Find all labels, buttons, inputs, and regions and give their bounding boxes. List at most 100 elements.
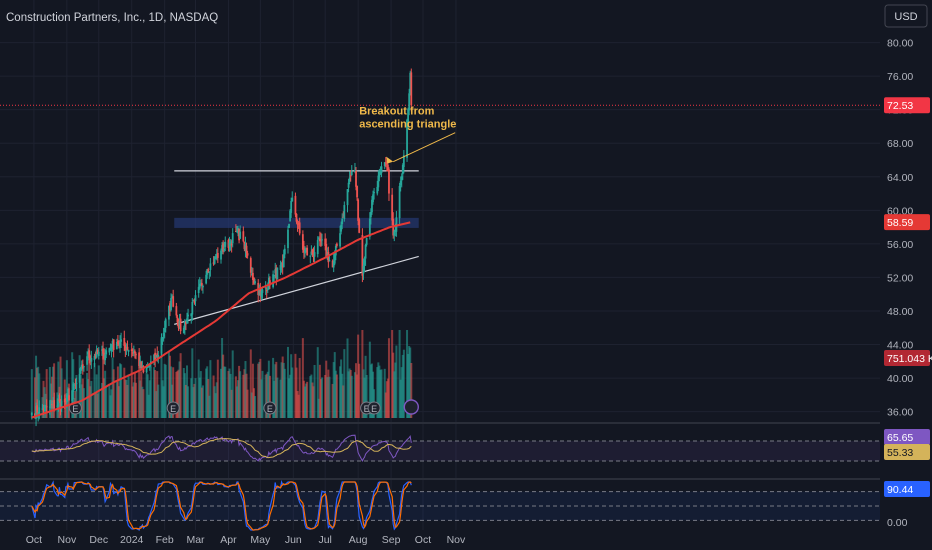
volume-bar: [30, 369, 33, 418]
volume-bar: [331, 383, 334, 418]
volume-bar: [286, 346, 289, 418]
currency-button[interactable]: USD: [884, 4, 928, 28]
candle-body: [283, 248, 286, 255]
annotation-text: ascending triangle: [359, 119, 456, 131]
volume-bar: [185, 365, 188, 418]
rsi-pane[interactable]: [0, 434, 880, 463]
volume-bar: [52, 366, 55, 418]
rsi-ma-value-label-bg: [884, 444, 930, 460]
candle-body: [349, 175, 352, 177]
candle-body: [90, 357, 93, 362]
candle-body: [156, 353, 159, 357]
volume-bar: [176, 370, 179, 418]
volume-bar: [281, 356, 284, 418]
time-axis[interactable]: Oct Nov Dec 2024 Feb Mar Apr May Jun Jul Aug Sep Oct…: [26, 534, 466, 546]
volume-bar: [310, 374, 313, 418]
candle-body: [202, 285, 204, 288]
volume-bar: [139, 380, 142, 418]
candle-body: [230, 243, 233, 246]
volume-bar: [42, 380, 45, 418]
volume-bar: [230, 389, 233, 418]
volume-bar: [384, 392, 387, 418]
volume-bar: [408, 346, 411, 418]
candle-body: [72, 383, 75, 392]
candle-body: [260, 291, 263, 297]
volume-bar: [115, 381, 118, 418]
candle-body: [105, 350, 108, 355]
price-axis[interactable]: 36.0040.0044.0048.0052.0056.0060.0064.00…: [880, 0, 932, 550]
candle-body: [371, 199, 373, 213]
candle-body: [193, 299, 196, 303]
candle-body: [161, 337, 164, 340]
candle-body: [132, 351, 135, 353]
volume-bar: [349, 370, 352, 418]
candle-body: [339, 233, 341, 247]
lightning-icon: [403, 399, 419, 415]
time-tick-label: Jul: [318, 534, 331, 546]
volume-bar: [45, 369, 48, 418]
ma-value-label: 58.59: [887, 217, 913, 229]
volume-bar: [333, 352, 336, 418]
volume-bar: [318, 364, 321, 418]
volume-bar: [276, 377, 279, 418]
volume-bar: [334, 370, 337, 418]
volume-bar: [94, 393, 97, 418]
candle-body: [117, 340, 119, 345]
volume-bar: [102, 354, 105, 418]
volume-bar: [328, 376, 331, 418]
volume-bar: [90, 380, 93, 418]
rsi-ma-line: [31, 438, 412, 459]
volume-bar: [215, 382, 218, 418]
candle-body: [206, 269, 209, 275]
candle-body: [273, 274, 276, 277]
candle-body: [75, 383, 78, 385]
candle-body: [58, 399, 61, 402]
candle-body: [350, 171, 353, 176]
candle-body: [259, 288, 262, 296]
volume-bar: [182, 368, 185, 418]
volume-bar: [259, 358, 262, 418]
candle-body: [328, 260, 331, 262]
volume-bar: [254, 396, 257, 418]
volume-bar: [274, 364, 277, 418]
candle-body: [139, 360, 142, 366]
volume-bar: [133, 372, 136, 418]
volume-bar: [393, 371, 396, 418]
candle-body: [221, 245, 223, 251]
volume-bar: [386, 378, 389, 418]
earnings-marker-label: E: [170, 404, 176, 414]
candle-body: [63, 398, 66, 403]
volume-bar: [303, 386, 306, 418]
last-price-label-bg: [884, 97, 930, 114]
candle-body: [340, 224, 343, 232]
volume-bar: [145, 372, 148, 418]
candle-body: [207, 269, 210, 273]
candle-body: [363, 260, 366, 265]
volume-bar: [161, 380, 164, 418]
volume-bar: [340, 359, 343, 418]
candle-body: [197, 286, 200, 294]
volume-bar: [141, 386, 144, 418]
price-tick-label: 76.00: [887, 71, 913, 83]
stochastic-pane[interactable]: [0, 479, 880, 531]
volume-bar: [309, 376, 312, 418]
candle-body: [261, 289, 264, 293]
volume-bar: [193, 383, 196, 418]
candle-body: [200, 283, 203, 286]
candle-body: [191, 302, 194, 315]
stoch-value-label-bg: [884, 481, 930, 497]
time-tick-label: 2024: [120, 534, 144, 546]
candle-body: [229, 241, 232, 245]
candle-body: [215, 254, 218, 259]
volume-bar: [95, 374, 98, 418]
volume-bar: [111, 357, 114, 418]
volume-bar: [162, 386, 165, 418]
volume-bar: [156, 371, 159, 418]
candle-body: [65, 394, 68, 402]
candle-body: [177, 322, 180, 328]
rsi-ma-value-label: 55.33: [887, 447, 913, 459]
volume-bar: [319, 379, 322, 418]
volume-bar: [124, 379, 127, 418]
